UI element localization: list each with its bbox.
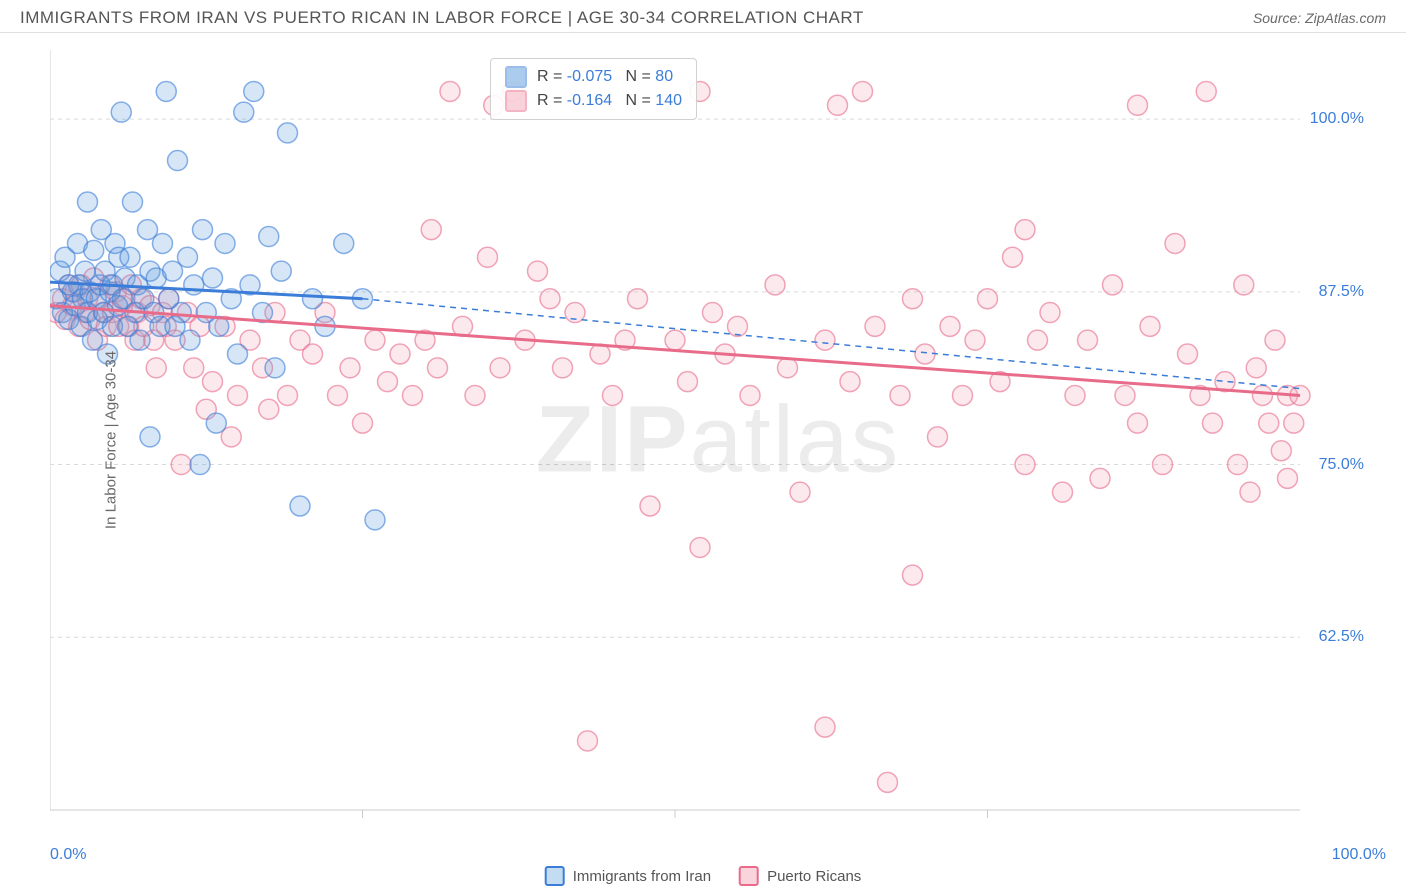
corr-text: R = -0.075 N = 80 bbox=[537, 65, 673, 89]
y-axis-label: In Labor Force | Age 30-34 bbox=[103, 351, 120, 529]
x-axis-labels: 0.0% 100.0% bbox=[50, 846, 1386, 864]
corr-swatch bbox=[505, 66, 527, 88]
corr-text: R = -0.164 N = 140 bbox=[537, 89, 682, 113]
corr-legend-row: R = -0.075 N = 80 bbox=[505, 65, 682, 89]
chart-area: In Labor Force | Age 30-34 ZIPatlas R = … bbox=[50, 50, 1386, 830]
correlation-legend: R = -0.075 N = 80R = -0.164 N = 140 bbox=[490, 58, 697, 120]
corr-legend-row: R = -0.164 N = 140 bbox=[505, 89, 682, 113]
y-tick: 62.5% bbox=[1319, 628, 1364, 646]
chart-title: IMMIGRANTS FROM IRAN VS PUERTO RICAN IN … bbox=[20, 8, 864, 28]
footer-legend: Immigrants from Iran Puerto Ricans bbox=[545, 866, 862, 886]
legend-item-pr: Puerto Ricans bbox=[739, 866, 861, 886]
legend-swatch-pr bbox=[739, 866, 759, 886]
y-tick: 87.5% bbox=[1319, 283, 1364, 301]
y-tick: 100.0% bbox=[1310, 110, 1364, 128]
y-tick: 75.0% bbox=[1319, 456, 1364, 474]
scatter-chart-svg bbox=[50, 50, 1386, 830]
chart-source: Source: ZipAtlas.com bbox=[1253, 10, 1386, 26]
legend-label-pr: Puerto Ricans bbox=[767, 868, 861, 885]
x-tick-min: 0.0% bbox=[50, 846, 86, 864]
legend-label-iran: Immigrants from Iran bbox=[573, 868, 711, 885]
legend-item-iran: Immigrants from Iran bbox=[545, 866, 711, 886]
legend-swatch-iran bbox=[545, 866, 565, 886]
x-tick-max: 100.0% bbox=[1332, 846, 1386, 864]
chart-header: IMMIGRANTS FROM IRAN VS PUERTO RICAN IN … bbox=[0, 0, 1406, 33]
corr-swatch bbox=[505, 90, 527, 112]
